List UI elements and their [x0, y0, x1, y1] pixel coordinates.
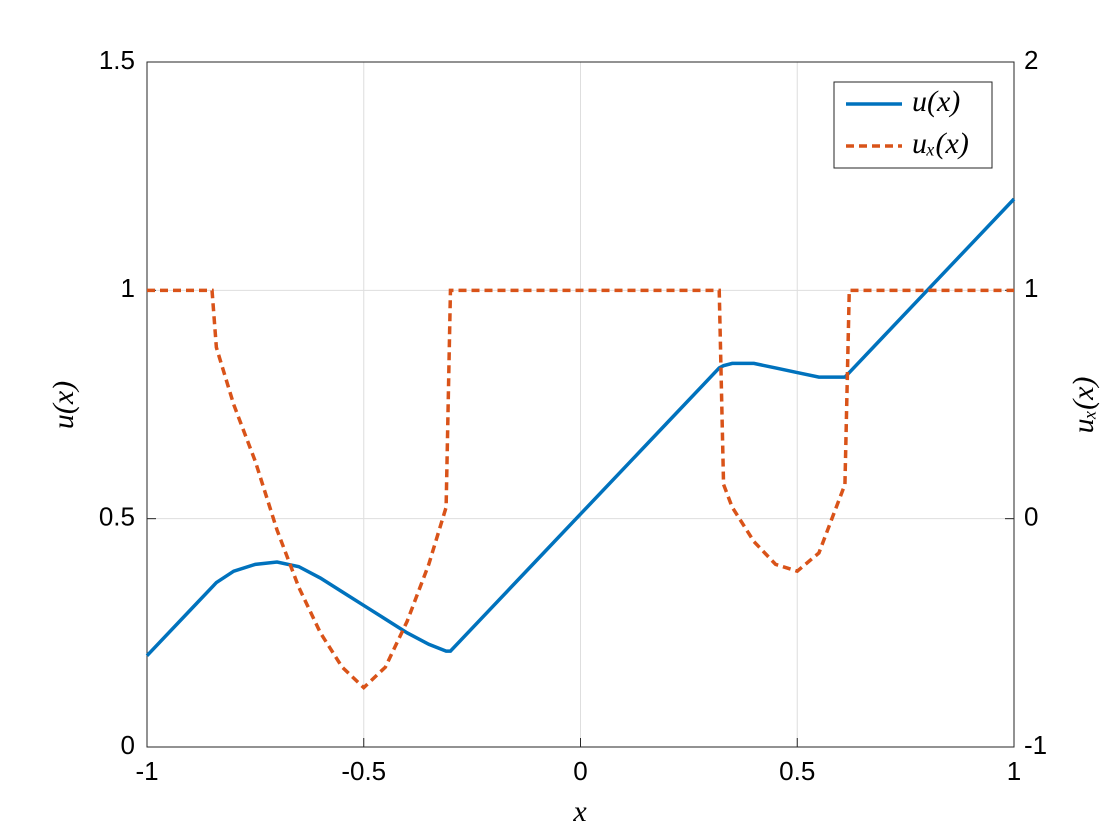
y2-axis-label: uₓ(x): [1067, 377, 1100, 434]
legend-label: uₓ(x): [912, 127, 969, 160]
y-tick-label: 0: [121, 730, 135, 760]
x-tick-label: 0.5: [779, 756, 815, 786]
line-series: [147, 288, 1014, 691]
y-tick-label: 1.5: [99, 45, 135, 75]
y2-tick-label: 0: [1024, 502, 1038, 532]
y-tick-label: 0.5: [99, 502, 135, 532]
x-tick-label: -0.5: [341, 756, 386, 786]
y2-tick-label: -1: [1024, 730, 1047, 760]
line-series: [145, 197, 1016, 657]
x-tick-label: -1: [135, 756, 158, 786]
x-tick-label: 1: [1007, 756, 1021, 786]
y2-tick-label: 2: [1024, 45, 1038, 75]
legend-label: u(x): [912, 85, 960, 118]
y-axis-label: u(x): [47, 381, 80, 429]
y-tick-label: 1: [121, 273, 135, 303]
plot-frame: [146, 61, 1015, 748]
legend-box: [833, 81, 993, 169]
x-axis-label: x: [572, 795, 587, 828]
y2-tick-label: 1: [1024, 273, 1038, 303]
x-tick-label: 0: [573, 756, 587, 786]
